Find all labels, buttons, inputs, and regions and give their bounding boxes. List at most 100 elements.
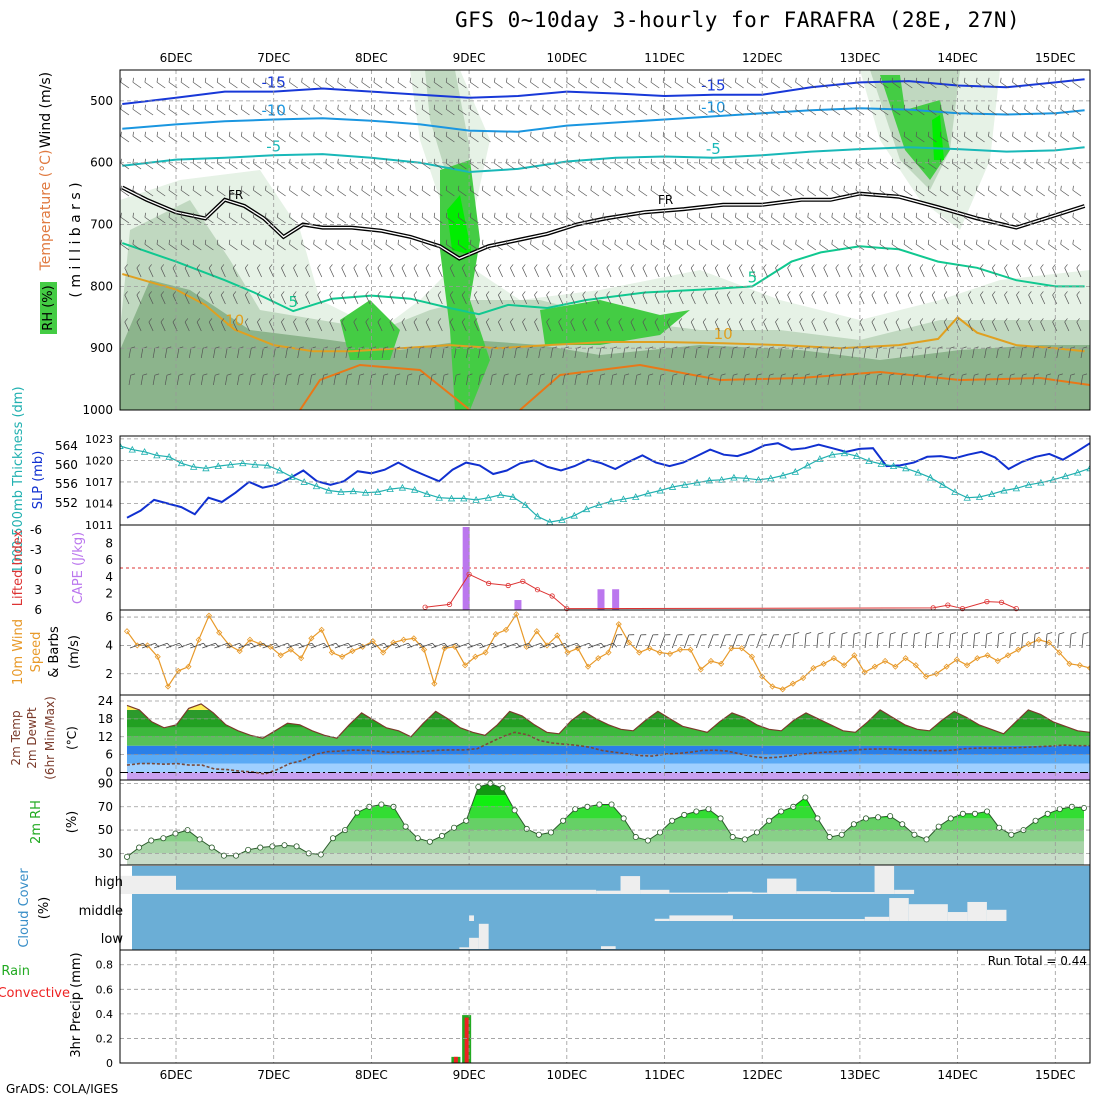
wind-barb — [811, 318, 817, 332]
wind-barb — [228, 104, 238, 116]
wind-speed-marker — [963, 662, 971, 669]
rh-marker — [535, 831, 542, 838]
wind-barb — [232, 318, 238, 332]
wind-barb-10m — [756, 634, 767, 649]
wind-barb — [1024, 185, 1034, 197]
wind-barb — [349, 239, 359, 251]
wind-barb — [815, 346, 823, 359]
wind-barb — [847, 264, 853, 278]
wind-barb — [614, 104, 624, 116]
wind-barb — [461, 291, 467, 305]
rh-marker — [875, 814, 882, 821]
wind-barb — [120, 212, 130, 224]
thickness-marker — [865, 457, 873, 465]
thickness-marker — [447, 494, 456, 502]
rh-marker — [850, 821, 857, 828]
wind-barb — [891, 77, 901, 89]
wind-speed-marker — [298, 655, 305, 662]
wind-barb — [931, 264, 937, 278]
rh-marker — [414, 835, 421, 842]
rh-marker — [233, 852, 240, 859]
wind-barb — [144, 185, 154, 197]
wind-barb — [674, 212, 684, 224]
wind-barb — [980, 291, 985, 305]
wind-barb — [457, 212, 467, 224]
wind-barb — [397, 185, 407, 197]
wind-barb — [413, 264, 419, 278]
wind-barb — [301, 131, 311, 143]
wind-barb — [686, 104, 696, 116]
wind-barb-10m — [840, 632, 848, 649]
wind-barb-10m — [780, 634, 791, 649]
wind-barb — [1016, 318, 1022, 332]
wind-barb — [485, 291, 491, 305]
thickness-marker — [386, 485, 394, 493]
wind-barb — [911, 373, 919, 386]
rh-marker — [717, 815, 724, 822]
wind-barb — [485, 318, 491, 332]
wind-barb — [200, 346, 208, 359]
wind-barb-10m — [1021, 632, 1029, 649]
precip-tick-label: 0.2 — [96, 1032, 114, 1045]
wind-barb — [674, 185, 684, 197]
wind-barb — [381, 346, 389, 359]
wind-barb — [305, 264, 311, 278]
temp-band — [127, 703, 1090, 710]
wind-barb — [421, 239, 431, 251]
wind-barb — [976, 77, 985, 89]
wind-tick-label: 2 — [105, 667, 113, 681]
wind-barb — [771, 131, 780, 143]
x-tick-label-top: 12DEC — [742, 51, 782, 65]
wind-barb — [980, 264, 985, 278]
wind-speed-marker — [123, 628, 131, 635]
temp-contour-label: -15 — [701, 77, 726, 95]
wind-barb — [204, 77, 214, 89]
wind-barb — [976, 239, 985, 251]
wind-speed-marker — [759, 673, 766, 680]
thickness-marker — [853, 452, 861, 459]
temp-tick-label: 6 — [105, 748, 113, 762]
wind-barb — [819, 77, 829, 89]
wind-barb — [289, 77, 298, 89]
wind-barb — [365, 318, 371, 332]
wind-barb — [124, 291, 130, 305]
wind-barb-10m — [647, 634, 659, 649]
wind-barb — [321, 373, 328, 386]
wind-barb — [638, 131, 648, 143]
rh-marker — [124, 853, 131, 860]
wind-barb — [686, 239, 696, 251]
thickness-marker — [128, 445, 136, 453]
wind-barb — [996, 373, 1003, 386]
wind-barb — [686, 212, 696, 224]
wind-barb — [662, 77, 672, 89]
wind-barb — [867, 131, 877, 143]
precip-convective-bar — [464, 1017, 469, 1063]
wind-barb — [281, 264, 286, 278]
wind-barb — [156, 104, 166, 116]
wind-barb — [1012, 185, 1021, 197]
wind-barb — [265, 185, 274, 197]
temp-tick-label: 24 — [98, 694, 113, 708]
wind-barb — [915, 131, 925, 143]
rh-marker — [402, 823, 409, 830]
wind-barb — [795, 212, 805, 224]
rh-tick-label: 50 — [98, 823, 113, 837]
wind-barb — [899, 373, 907, 386]
wind-barb — [1008, 373, 1015, 386]
thickness-marker — [325, 486, 333, 494]
temp-band — [127, 745, 1090, 755]
wind-speed-marker — [205, 612, 213, 619]
temp-tick-label: 0 — [105, 766, 113, 780]
wind-barb — [735, 77, 744, 89]
wind-barb — [478, 373, 485, 386]
wind-barb — [695, 373, 702, 386]
wind-barb — [546, 264, 552, 278]
cloud-bar-middle — [986, 909, 1007, 921]
slp-tick-label: 1011 — [85, 519, 113, 532]
wind-barb — [1036, 212, 1046, 224]
wind-barb-10m — [792, 632, 800, 649]
wind-barb — [329, 264, 335, 278]
wind-barb — [469, 77, 479, 89]
wind-barb — [843, 212, 853, 224]
wind-barb — [1060, 185, 1070, 197]
